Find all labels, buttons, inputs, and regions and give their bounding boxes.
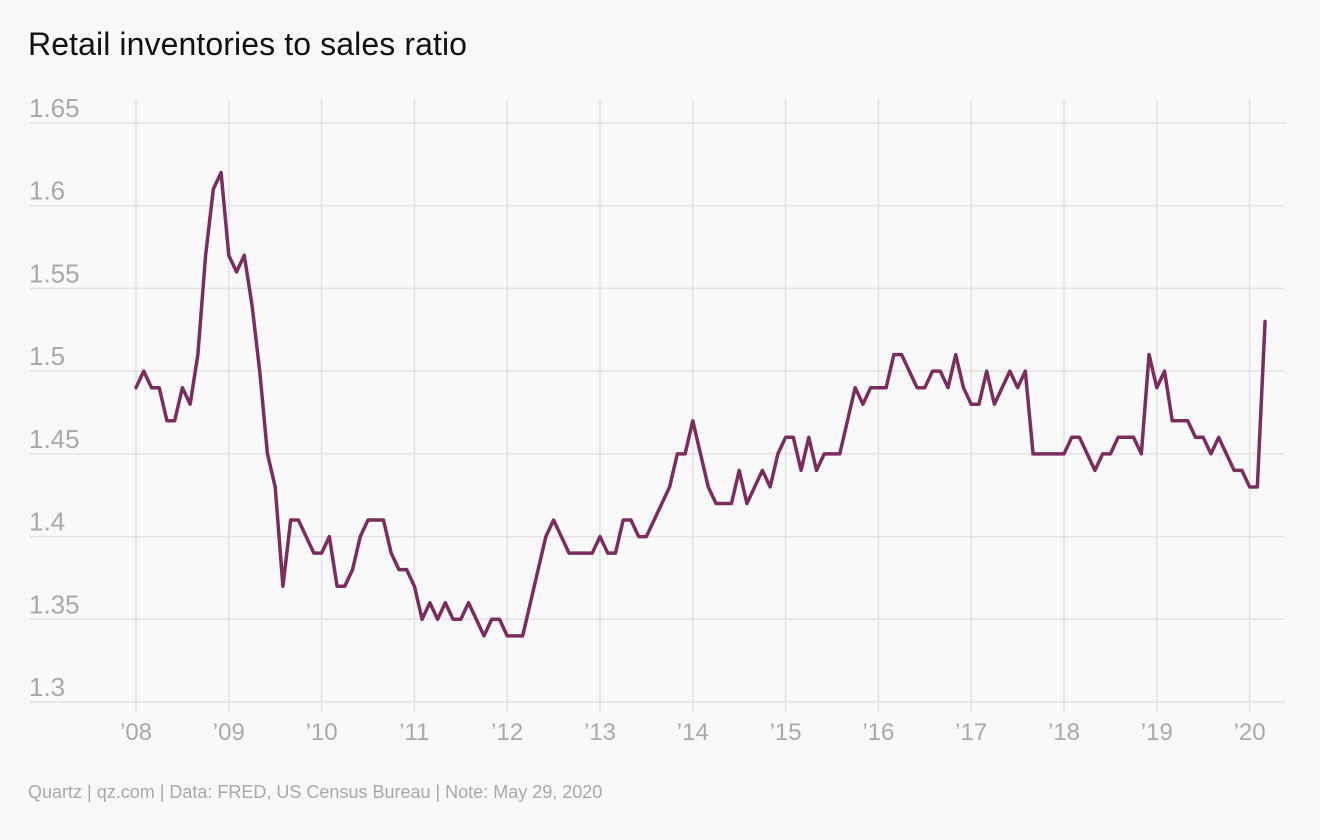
x-tick-label: ’13	[584, 719, 616, 746]
x-tick-label: ’16	[862, 719, 894, 746]
source-footer: Quartz | qz.com | Data: FRED, US Census …	[28, 782, 603, 802]
y-tick-label: 1.6	[29, 176, 65, 206]
x-tick-label: ’15	[770, 719, 802, 746]
x-tick-label: ’12	[491, 719, 523, 746]
y-tick-label: 1.45	[29, 424, 80, 454]
y-tick-label: 1.55	[29, 258, 80, 288]
x-tick-label: ’17	[955, 719, 987, 746]
y-tick-label: 1.35	[29, 589, 80, 619]
y-tick-label: 1.5	[29, 341, 65, 371]
series-line	[134, 170, 1267, 638]
y-tick-label: 1.3	[29, 672, 65, 702]
x-tick-label: ’18	[1048, 719, 1080, 746]
x-tick-label: ’19	[1141, 719, 1173, 746]
y-tick-label: 1.4	[29, 507, 65, 537]
x-tick-label: ’08	[120, 719, 152, 746]
x-tick-label: ’11	[399, 719, 429, 746]
x-tick-label: ’09	[213, 719, 245, 746]
x-tick-label: ’20	[1234, 719, 1266, 746]
x-tick-label: ’14	[677, 719, 709, 746]
chart-title: Retail inventories to sales ratio	[28, 26, 468, 62]
x-tick-label: ’10	[306, 719, 338, 746]
y-tick-label: 1.65	[29, 93, 80, 123]
